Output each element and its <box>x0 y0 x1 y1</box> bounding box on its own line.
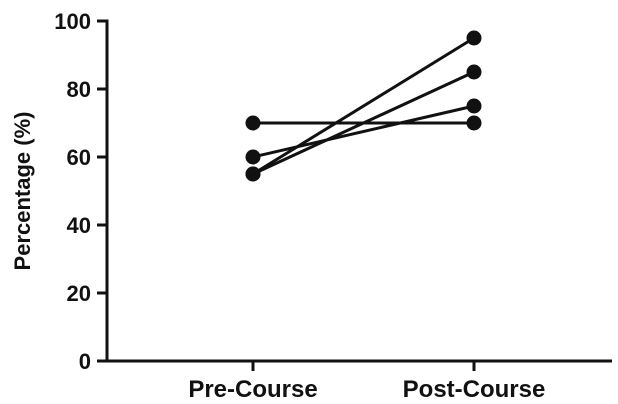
series-line <box>252 104 475 159</box>
x-category-label: Post-Course <box>403 376 546 403</box>
data-point <box>466 115 482 131</box>
x-category-label: Pre-Course <box>188 376 317 403</box>
y-tick-label: 0 <box>79 349 91 374</box>
x-categories: Pre-Course Post-Course <box>188 361 545 403</box>
data-point <box>245 149 261 165</box>
axes-layer <box>105 19 612 363</box>
y-tick-label: 40 <box>67 213 91 238</box>
data-point <box>245 115 261 131</box>
series-layer <box>245 30 482 182</box>
y-tick-label: 100 <box>54 9 91 34</box>
y-ticks: 0 20 40 60 80 100 <box>54 9 107 374</box>
series-line <box>252 36 475 176</box>
y-tick-label: 60 <box>67 145 91 170</box>
data-point <box>466 30 482 46</box>
series-4 <box>245 30 482 182</box>
data-point <box>245 166 261 182</box>
y-tick-label: 80 <box>67 77 91 102</box>
data-point <box>466 98 482 114</box>
data-point <box>466 64 482 80</box>
series-line <box>252 70 475 176</box>
y-tick-label: 20 <box>67 281 91 306</box>
y-axis-title: Percentage (%) <box>10 112 35 271</box>
series-2 <box>245 98 482 165</box>
